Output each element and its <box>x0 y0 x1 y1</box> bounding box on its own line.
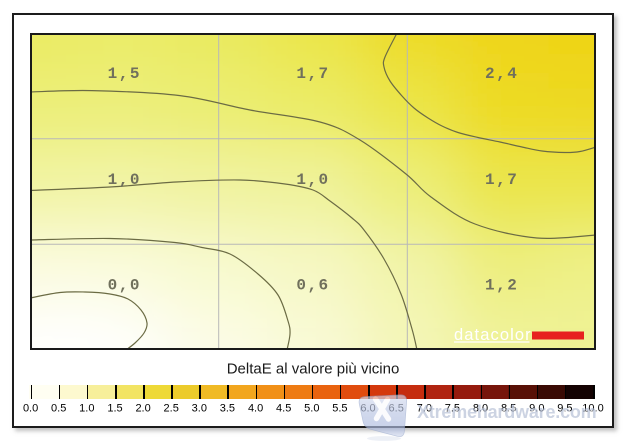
svg-text:0.0: 0.0 <box>23 403 38 415</box>
svg-text:1,5: 1,5 <box>108 65 141 83</box>
svg-text:2.5: 2.5 <box>164 403 179 415</box>
svg-text:1,0: 1,0 <box>296 171 329 189</box>
svg-text:7.0: 7.0 <box>417 403 432 415</box>
svg-text:1,0: 1,0 <box>108 171 141 189</box>
svg-text:8.0: 8.0 <box>473 403 488 415</box>
svg-text:DeltaE al valore più vicino: DeltaE al valore più vicino <box>227 361 400 378</box>
svg-text:5.0: 5.0 <box>304 403 319 415</box>
svg-text:1,7: 1,7 <box>485 171 518 189</box>
svg-text:1,7: 1,7 <box>296 65 329 83</box>
svg-text:Xtremehardware.com: Xtremehardware.com <box>417 402 596 422</box>
svg-text:Xtremehardware.com: Xtremehardware.com <box>418 403 597 423</box>
svg-text:0,6: 0,6 <box>296 277 329 295</box>
svg-text:0.5: 0.5 <box>51 403 66 415</box>
svg-text:1.5: 1.5 <box>107 403 122 415</box>
svg-text:4.5: 4.5 <box>276 403 291 415</box>
svg-text:3.0: 3.0 <box>192 403 207 415</box>
svg-text:4.0: 4.0 <box>248 403 263 415</box>
svg-text:1.0: 1.0 <box>79 403 94 415</box>
svg-text:9.5: 9.5 <box>557 403 572 415</box>
svg-text:3.5: 3.5 <box>220 403 235 415</box>
svg-text:datacolor: datacolor <box>454 326 532 344</box>
svg-text:1,2: 1,2 <box>485 277 518 295</box>
svg-text:8.5: 8.5 <box>501 403 516 415</box>
svg-text:5.5: 5.5 <box>332 403 347 415</box>
svg-text:0,0: 0,0 <box>108 277 141 295</box>
svg-text:9.0: 9.0 <box>529 403 544 415</box>
svg-text:2,4: 2,4 <box>485 65 518 83</box>
svg-text:2.0: 2.0 <box>135 403 150 415</box>
svg-text:10.0: 10.0 <box>582 403 603 415</box>
svg-text:7.5: 7.5 <box>445 403 460 415</box>
